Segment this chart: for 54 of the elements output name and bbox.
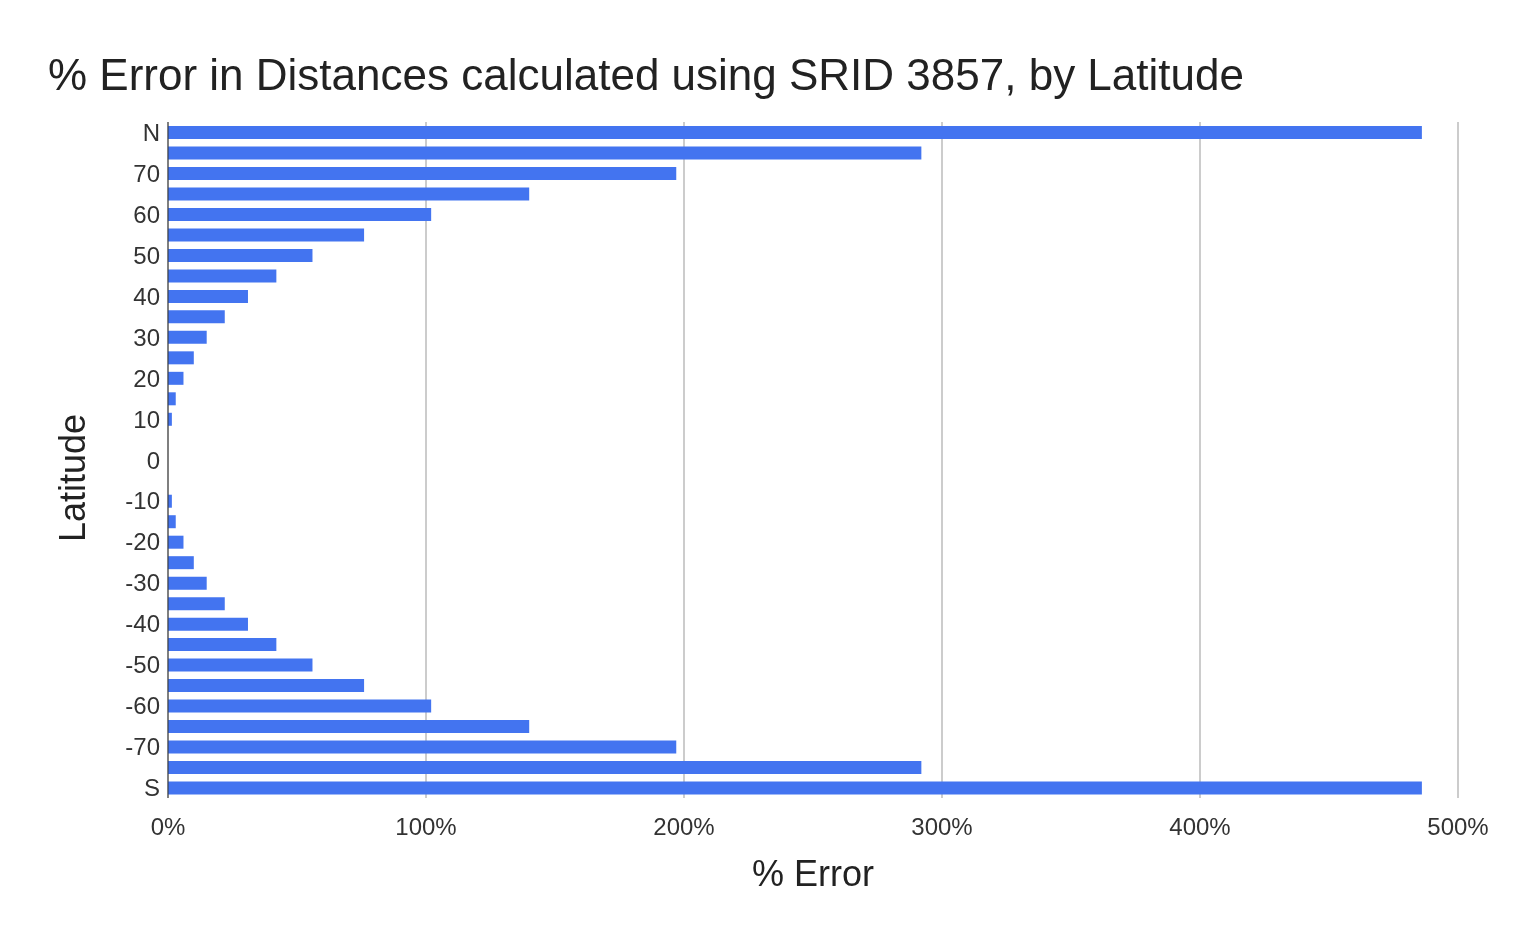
bar xyxy=(168,720,530,734)
bar xyxy=(168,330,207,344)
y-tick-label: -70 xyxy=(125,733,160,761)
bar xyxy=(168,207,432,221)
bar xyxy=(168,658,313,672)
y-tick-label: S xyxy=(143,774,160,802)
y-tick-label: 20 xyxy=(133,364,160,392)
bar xyxy=(168,289,248,303)
y-tick-label: 50 xyxy=(133,241,160,269)
bar xyxy=(168,392,176,406)
x-tick-label: 400% xyxy=(1169,813,1231,841)
y-tick-label: N xyxy=(142,118,160,146)
y-tick-label: -60 xyxy=(125,692,160,720)
y-tick-label: -20 xyxy=(125,528,160,556)
y-tick-label: -40 xyxy=(125,610,160,638)
x-tick-label: 300% xyxy=(911,813,973,841)
bar xyxy=(168,515,176,529)
y-axis-title: Latitude xyxy=(52,413,94,543)
y-tick-label: 60 xyxy=(133,200,160,228)
y-tick-label: -10 xyxy=(125,487,160,515)
bar xyxy=(168,617,248,631)
x-tick-label: 500% xyxy=(1427,813,1489,841)
bar xyxy=(168,310,225,324)
bar xyxy=(168,248,313,262)
x-axis-title: % Error xyxy=(751,853,875,895)
bar xyxy=(168,699,432,713)
x-tick-label: 0% xyxy=(150,813,186,841)
y-tick-label: 70 xyxy=(133,159,160,187)
x-tick-label: 200% xyxy=(653,813,715,841)
bar xyxy=(168,638,277,652)
bar xyxy=(168,228,365,242)
bar xyxy=(168,679,365,693)
bar xyxy=(168,781,1422,795)
bar xyxy=(168,535,184,549)
y-tick-label: -50 xyxy=(125,651,160,679)
bar xyxy=(168,556,194,570)
y-tick-label: -30 xyxy=(125,569,160,597)
bar xyxy=(168,146,922,160)
x-tick-label: 100% xyxy=(395,813,457,841)
bar xyxy=(168,166,677,180)
bar xyxy=(168,597,225,611)
y-tick-label: 10 xyxy=(133,405,160,433)
bar xyxy=(168,187,530,201)
y-tick-label: 40 xyxy=(133,282,160,310)
bar xyxy=(168,761,922,775)
chart-title: % Error in Distances calculated using SRID 3857, by Latitude xyxy=(48,50,1244,100)
y-tick-label: 30 xyxy=(133,323,160,351)
y-tick-label: 0 xyxy=(146,446,160,474)
bar xyxy=(168,351,194,365)
bar xyxy=(168,269,277,283)
bar xyxy=(168,740,677,754)
bar xyxy=(168,576,207,590)
bar xyxy=(168,371,184,385)
bar xyxy=(168,126,1422,139)
